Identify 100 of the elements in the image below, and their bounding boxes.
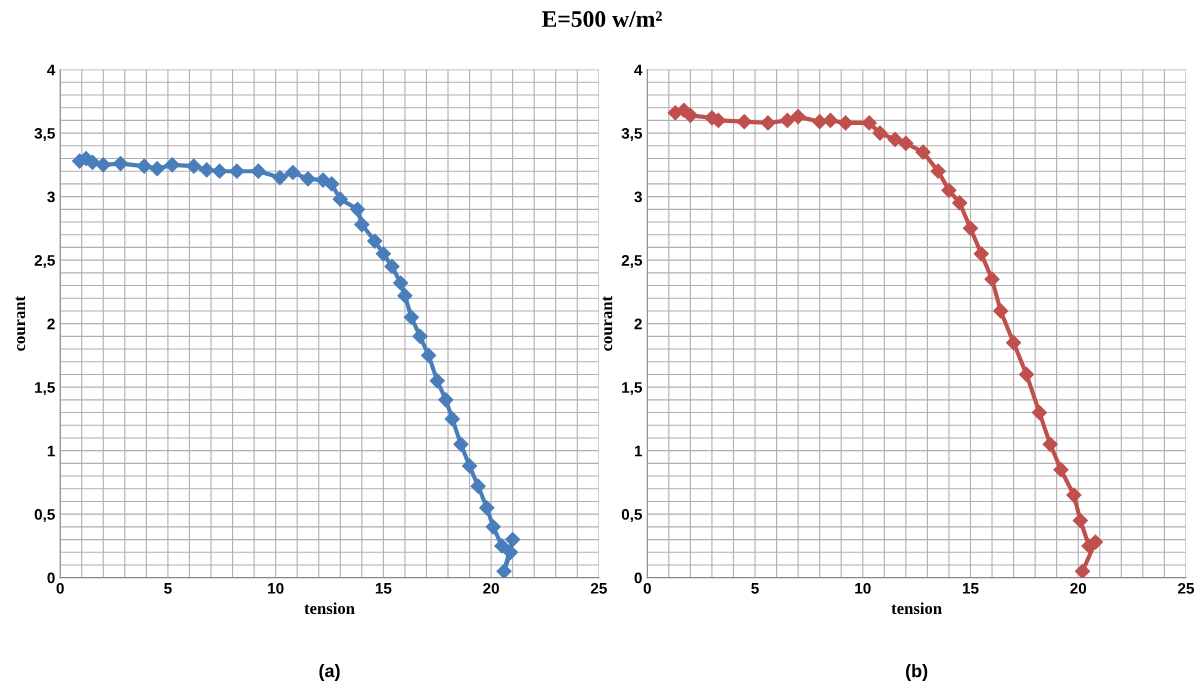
x-tick-label: 20 xyxy=(1070,582,1087,594)
point xyxy=(973,246,989,262)
point xyxy=(164,157,180,173)
point xyxy=(485,519,501,535)
point xyxy=(779,112,795,128)
point xyxy=(1066,487,1082,503)
point xyxy=(837,115,854,131)
x-tick-label: 15 xyxy=(375,583,392,594)
point xyxy=(285,164,301,181)
y-tick-label: 1 xyxy=(47,445,55,457)
point xyxy=(349,201,366,217)
x-tick-label: 0 xyxy=(643,582,651,594)
point xyxy=(915,144,931,160)
y-tick-label: 0 xyxy=(47,572,55,584)
point xyxy=(403,309,419,325)
point xyxy=(1042,436,1058,452)
point xyxy=(212,163,228,179)
x-tick-label: 10 xyxy=(855,582,871,594)
y-tick-label: 4 xyxy=(47,64,56,76)
point xyxy=(354,216,370,233)
y-tick-label: 0,5 xyxy=(621,509,643,523)
point xyxy=(505,532,521,548)
point xyxy=(872,125,888,141)
point xyxy=(682,107,698,123)
y-axis-title: courant xyxy=(15,295,26,351)
point xyxy=(324,176,340,192)
point xyxy=(112,156,129,172)
point xyxy=(412,328,428,344)
y-tick-label: 1,5 xyxy=(35,382,55,396)
point xyxy=(1053,462,1069,478)
chart-title: E=500 w/m² xyxy=(541,11,662,28)
point xyxy=(272,169,288,186)
point xyxy=(898,135,914,151)
point xyxy=(993,303,1009,319)
point xyxy=(1018,366,1035,383)
point xyxy=(186,158,202,174)
point xyxy=(1074,563,1091,578)
point xyxy=(375,246,391,262)
point xyxy=(421,347,437,363)
point xyxy=(822,112,839,128)
y-tick-label: 0,5 xyxy=(34,509,55,523)
point xyxy=(736,114,752,130)
point xyxy=(229,163,245,179)
x-tick-label: 20 xyxy=(483,582,499,594)
y-tick-label: 2,5 xyxy=(34,255,55,269)
point xyxy=(479,500,495,516)
x-tick-label: 0 xyxy=(56,582,64,594)
x-tick-label: 25 xyxy=(1177,582,1195,594)
point xyxy=(861,115,877,131)
point xyxy=(790,109,806,125)
x-tick-label: 25 xyxy=(590,582,607,594)
point xyxy=(136,158,152,174)
point xyxy=(962,220,979,236)
y-tick-label: 3 xyxy=(634,191,642,203)
point xyxy=(453,436,469,452)
point xyxy=(984,271,1000,287)
point xyxy=(494,538,510,554)
x-tick-label: 10 xyxy=(268,582,284,594)
point xyxy=(332,191,348,207)
y-tick-label: 3,5 xyxy=(621,127,643,142)
point xyxy=(887,131,903,148)
y-tick-label: 1,5 xyxy=(622,382,643,396)
point xyxy=(461,458,478,474)
text: (b) xyxy=(906,664,928,681)
point xyxy=(1006,335,1022,351)
point xyxy=(812,114,828,130)
y-axis-title: courant xyxy=(602,295,613,351)
point xyxy=(250,163,266,179)
y-tick-label: 3,5 xyxy=(34,127,55,142)
y-tick-label: 4 xyxy=(634,64,643,76)
y-tick-label: 2 xyxy=(47,318,55,330)
y-tick-label: 2,5 xyxy=(621,255,643,269)
point xyxy=(952,195,968,211)
point xyxy=(470,478,486,494)
point xyxy=(199,162,215,178)
point xyxy=(1031,404,1048,421)
x-tick-label: 15 xyxy=(962,583,979,594)
x-axis-title: tension xyxy=(304,602,355,615)
point xyxy=(397,288,413,304)
point xyxy=(444,411,460,427)
point xyxy=(367,233,383,249)
x-tick-label: 5 xyxy=(751,583,759,594)
y-tick-label: 0 xyxy=(634,572,642,584)
text: (a) xyxy=(319,664,340,681)
point xyxy=(429,373,445,389)
x-tick-label: 5 xyxy=(164,583,172,594)
y-tick-label: 3 xyxy=(47,191,55,203)
y-tick-label: 2 xyxy=(634,318,642,330)
point xyxy=(300,171,316,187)
point xyxy=(760,115,776,131)
y-tick-label: 1 xyxy=(634,445,643,457)
point xyxy=(95,157,111,173)
x-axis-title: tension xyxy=(891,602,942,615)
point xyxy=(941,182,957,198)
point xyxy=(930,163,946,179)
point xyxy=(496,563,512,578)
point xyxy=(384,258,400,275)
point xyxy=(393,275,409,291)
point xyxy=(1072,512,1088,529)
point xyxy=(149,161,165,177)
